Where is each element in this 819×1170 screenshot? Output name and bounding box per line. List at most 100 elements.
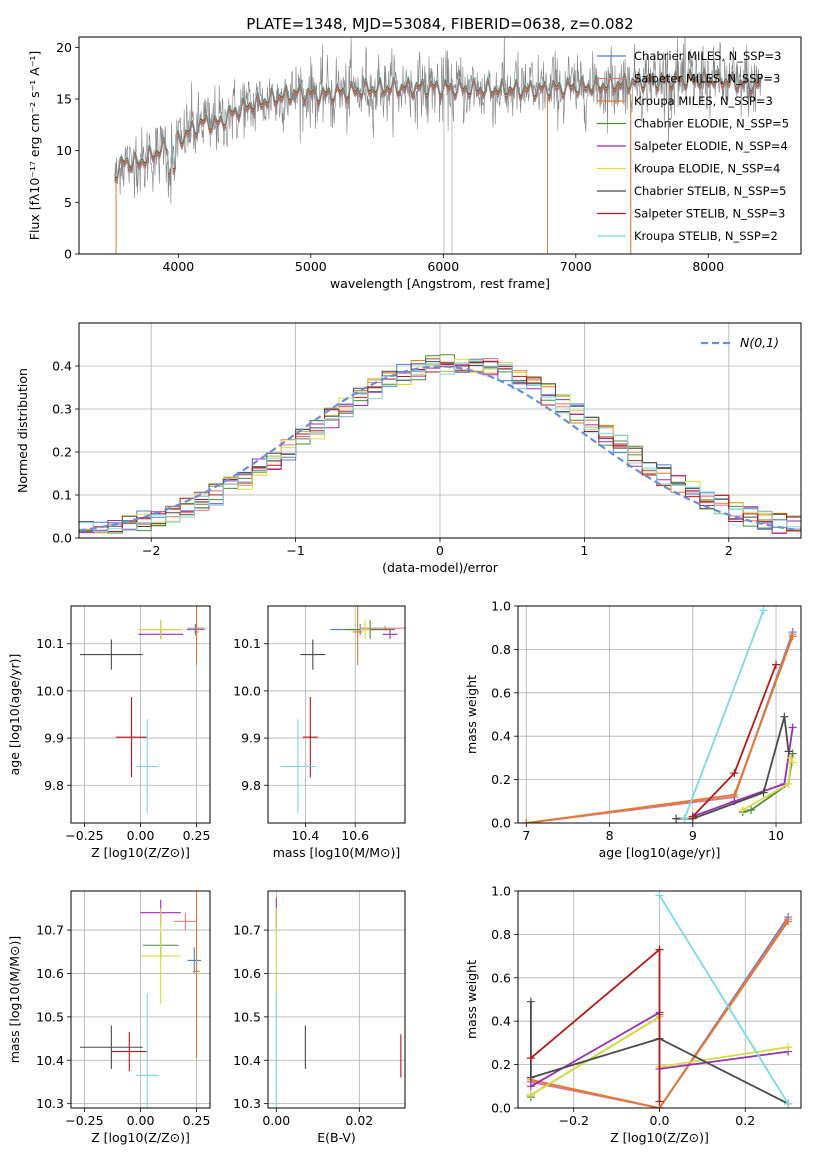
mass-weight-marker [672,814,681,823]
x-tick-label: 0.0 [650,1113,670,1128]
histogram-series [79,354,801,534]
x-tick-label: 10 [768,828,784,843]
mass-weight-line [658,894,789,1105]
y-tick-label: 9.9 [44,731,64,746]
x-axis-label: mass [log10(M/M⊙)] [273,845,401,860]
plot-area [71,606,210,823]
y-axis-label: mass [log10(M/M⊙)] [7,936,22,1064]
mass-weight-line [530,947,661,1102]
y-tick-label: 10.6 [36,966,64,981]
x-tick-label: 0.25 [183,1113,211,1128]
mass-weight-marker [759,606,768,615]
panel-age-mass: 10.4 10.6 9.8 9.9 10.0 10.1 mass [log10(M/M⊙)] [233,605,406,860]
y-tick-label: 0.6 [491,970,511,985]
y-tick-label: 20 [56,40,72,55]
x-tick-label: 7000 [560,259,592,274]
x-tick-label: 4000 [162,259,194,274]
histogram-series [79,362,801,532]
x-axis-label: Z [log10(Z/Z⊙)] [91,1130,190,1145]
y-tick-label: 0.1 [52,488,72,503]
histogram-series [79,361,801,532]
x-axis-label: (data-model)/error [382,560,499,575]
mass-weight-marker [655,891,664,900]
y-tick-label: 0.2 [491,772,511,787]
mass-weight-marker [784,779,793,788]
mass-weight-marker [526,1090,535,1099]
y-tick-label: 0.8 [491,927,511,942]
y-axis-label: Flux [fλ10⁻¹⁷ erg cm⁻² s⁻¹ A⁻¹] [27,51,42,240]
mass-weight-marker [655,945,664,954]
mass-weight-marker [526,1082,535,1091]
legend-label: N(0,1) [740,335,779,350]
legend-label: Chabrier STELIB, N_SSP=5 [634,184,786,198]
panel-mass-ebv: 0.00 0.02 10.3 10.4 10.5 10.6 10.7 E(B-V) [233,890,406,1145]
x-tick-label: 9 [689,828,697,843]
y-tick-label: 10.0 [233,683,261,698]
y-tick-label: 0.8 [491,642,511,657]
y-tick-label: 0.3 [52,402,72,417]
plot-area [268,606,405,823]
plot-area [518,606,801,823]
mass-weight-marker [526,1054,535,1063]
legend-label: Kroupa MILES, N_SSP=3 [634,94,773,108]
panel-spectrum: 4000 5000 6000 7000 8000 0 5 10 15 20 wavelength [… [27,36,802,291]
y-tick-label: 0.6 [491,685,511,700]
y-tick-label: 10.0 [36,683,64,698]
y-axis-label: mass weight [464,675,479,754]
y-tick-label: 0 [64,247,72,262]
x-tick-label: 0 [436,543,444,558]
mass-weight-marker [526,1073,535,1082]
x-tick-label: 8 [606,828,614,843]
x-tick-label: −0.25 [65,1113,103,1128]
x-tick-label: 5000 [295,259,327,274]
y-tick-label: 9.8 [44,778,64,793]
mass-weight-marker [788,758,797,767]
mass-weight-marker [788,632,797,641]
x-axis-label: E(B-V) [317,1130,356,1145]
y-tick-label: 10.4 [233,1053,261,1068]
mass-weight-marker [655,1097,664,1106]
legend-label: Salpeter ELODIE, N_SSP=4 [634,139,788,153]
mass-weight-marker [680,814,689,823]
mass-weight-marker [730,769,739,778]
legend-label: Chabrier MILES, N_SSP=3 [634,49,781,63]
plot-area [518,891,801,1108]
y-tick-label: 0.4 [52,359,72,374]
y-tick-label: 10.7 [233,923,261,938]
plot-area [268,891,405,1108]
x-tick-label: 0.00 [262,1113,290,1128]
y-axis-label: age [log10(age/yr)] [7,654,22,776]
y-tick-label: 9.8 [241,778,261,793]
plot-area [79,323,801,538]
mass-weight-line [530,1001,789,1105]
gaussian-curve [79,365,801,532]
mass-weight-marker [784,747,793,756]
x-tick-label: 7 [522,828,530,843]
legend-label: Kroupa STELIB, N_SSP=2 [634,229,778,243]
mass-weight-marker [522,819,531,823]
axis-frame [78,36,802,255]
y-tick-label: 1.0 [491,884,511,899]
x-tick-label: −1 [286,543,304,558]
x-tick-label: 2 [725,543,733,558]
x-tick-label: 10.4 [291,828,319,843]
x-axis-label: wavelength [Angstrom, rest frame] [330,276,550,291]
y-tick-label: 0.2 [491,1057,511,1072]
y-tick-label: 0.4 [491,729,511,744]
x-axis-label: Z [log10(Z/Z⊙)] [610,1130,709,1145]
mass-weight-marker [787,753,796,762]
plot-area [114,37,762,254]
y-tick-label: 0.4 [491,1014,511,1029]
mass-weight-marker [788,723,797,732]
y-tick-label: 0.0 [52,531,72,546]
panel-mw-metal: −0.2 0.0 0.2 0.0 0.2 0.4 0.6 0.8 1.0 Z [log10(Z/Z… [464,884,802,1145]
mass-weight-line [692,727,794,818]
panel-mw-age: 7 8 9 10 0.0 0.2 0.4 0.6 0.8 1.0 age [log10(age/yr… [464,599,802,860]
mass-weight-marker [784,1043,793,1052]
y-tick-label: 10.3 [233,1096,261,1111]
y-tick-label: 10.6 [233,966,261,981]
mass-weight-marker [747,805,756,814]
y-tick-label: 0.2 [52,445,72,460]
mass-weight-line [742,757,794,811]
